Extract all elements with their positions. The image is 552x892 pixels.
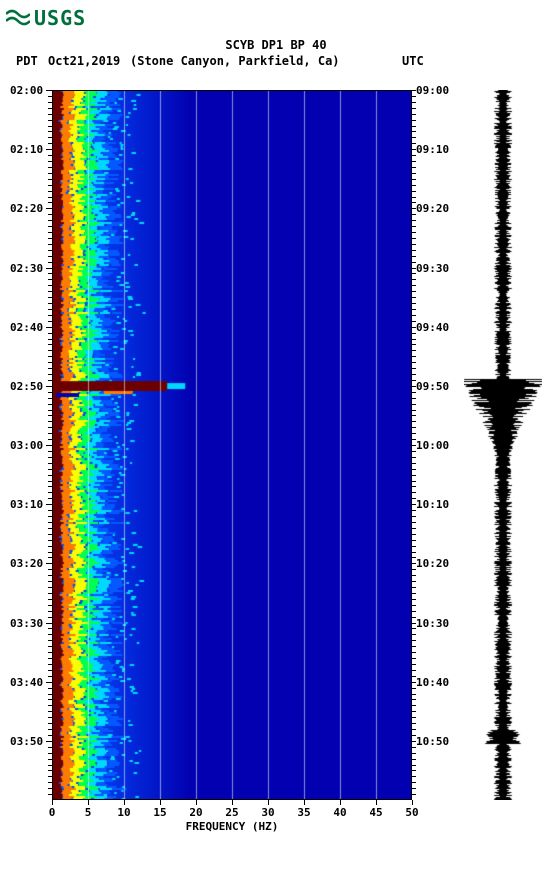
y-left-label: 02:20	[10, 203, 43, 214]
x-axis: FREQUENCY (HZ) 05101520253035404550	[52, 800, 412, 830]
x-tick-label: 25	[225, 806, 238, 819]
y-right-label: 10:30	[416, 618, 449, 629]
y-left-label: 03:20	[10, 558, 43, 569]
y-right-label: 10:20	[416, 558, 449, 569]
y-right-label: 09:10	[416, 144, 449, 155]
y-right-label: 09:20	[416, 203, 449, 214]
y-left-label: 02:00	[10, 85, 43, 96]
y-left-label: 02:50	[10, 381, 43, 392]
y-right-label: 10:00	[416, 440, 449, 451]
y-axis-left: 02:0002:1002:2002:3002:4002:5003:0003:10…	[10, 90, 50, 800]
y-left-label: 02:10	[10, 144, 43, 155]
y-right-label: 10:40	[416, 677, 449, 688]
x-tick-label: 35	[297, 806, 310, 819]
y-axis-right: 09:0009:1009:2009:3009:4009:5010:0010:10…	[416, 90, 462, 800]
y-right-label: 10:10	[416, 499, 449, 510]
left-tz-label: PDT	[16, 54, 38, 68]
y-right-label: 10:50	[416, 736, 449, 747]
y-left-label: 03:00	[10, 440, 43, 451]
x-tick-label: 15	[153, 806, 166, 819]
y-right-label: 09:40	[416, 322, 449, 333]
chart-title: SCYB DP1 BP 40	[0, 38, 552, 52]
x-tick-label: 5	[85, 806, 92, 819]
x-tick-label: 10	[117, 806, 130, 819]
date-label: Oct21,2019	[48, 54, 120, 68]
x-tick-label: 40	[333, 806, 346, 819]
waveform-plot	[464, 90, 542, 800]
usgs-logo: USGS	[6, 6, 86, 30]
x-tick-label: 45	[369, 806, 382, 819]
y-right-label: 09:30	[416, 263, 449, 274]
y-right-label: 09:00	[416, 85, 449, 96]
spectrogram-plot	[52, 90, 412, 800]
y-left-label: 03:50	[10, 736, 43, 747]
x-tick-label: 20	[189, 806, 202, 819]
y-left-label: 03:10	[10, 499, 43, 510]
right-tz-label: UTC	[402, 54, 424, 68]
y-left-label: 02:30	[10, 263, 43, 274]
y-left-label: 03:40	[10, 677, 43, 688]
y-left-label: 02:40	[10, 322, 43, 333]
x-tick-label: 0	[49, 806, 56, 819]
wave-icon	[6, 8, 30, 28]
x-tick-label: 50	[405, 806, 418, 819]
y-left-label: 03:30	[10, 618, 43, 629]
x-axis-title: FREQUENCY (HZ)	[52, 820, 412, 833]
y-right-label: 09:50	[416, 381, 449, 392]
location-label: (Stone Canyon, Parkfield, Ca)	[130, 54, 340, 68]
x-tick-label: 30	[261, 806, 274, 819]
logo-text: USGS	[34, 6, 86, 30]
